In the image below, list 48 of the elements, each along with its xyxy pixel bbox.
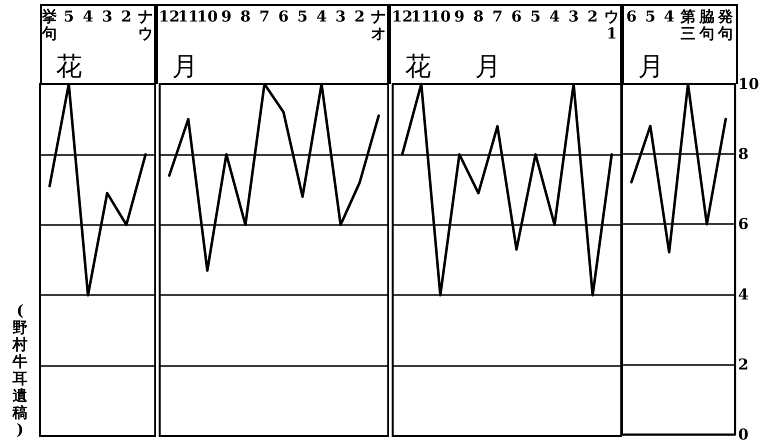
x-tick-label: 5 [298, 8, 308, 26]
x-tick-label: 6 [626, 8, 636, 26]
x-tick-label: 10 [197, 8, 218, 26]
y-tick-label: 8 [738, 145, 748, 164]
x-tick-label: 10 [430, 8, 451, 26]
x-tick-label: 2 [121, 8, 132, 26]
text: 月 [172, 52, 198, 82]
x-tick-label: 11 [178, 8, 200, 26]
x-tick-label: 挙句 [41, 8, 58, 42]
y-axis-title: (野村牛耳遺稿) [12, 302, 28, 438]
x-tick-label: 8 [240, 8, 251, 26]
x-tick-label: 7 [492, 8, 503, 26]
x-tick-label: 12 [392, 8, 413, 26]
x-tick-label: 発句 [716, 8, 733, 42]
x-tick-label: 6 [511, 8, 522, 26]
text: 月 [475, 52, 501, 82]
x-tick-label: 7 [260, 8, 270, 26]
x-tick-label: 11 [410, 8, 432, 26]
x-tick-label: 4 [549, 8, 560, 26]
x-tick-label: 3 [102, 8, 112, 26]
x-tick-label: 2 [587, 8, 598, 26]
x-tick-label: 9 [221, 8, 232, 26]
x-tick-label: 12 [159, 8, 180, 26]
x-tick-label: 5 [644, 8, 656, 26]
y-tick-label: 10 [738, 75, 759, 93]
text: 月 [638, 52, 664, 82]
x-tick-label: 第三 [679, 8, 696, 42]
x-tick-label: ナオ [372, 8, 387, 42]
y-tick-label: 6 [738, 215, 748, 234]
y-tick-label: 2 [738, 355, 748, 374]
x-tick-label: 9 [454, 8, 465, 26]
x-tick-label: 2 [354, 8, 366, 26]
y-tick-label: 0 [738, 426, 748, 442]
x-tick-label: 6 [278, 8, 290, 26]
x-tick-label: ナウ [138, 8, 154, 42]
x-tick-label: 5 [530, 8, 541, 26]
x-tick-label: ウ1 [604, 8, 620, 42]
x-tick-label: 4 [664, 8, 674, 26]
text: 花 [405, 52, 431, 82]
text: 花 [56, 52, 82, 82]
x-tick-label: 5 [64, 8, 74, 26]
y-tick-label: 4 [738, 285, 748, 304]
x-tick-label: 3 [336, 8, 346, 26]
x-tick-label: 3 [568, 8, 579, 26]
x-tick-label: 脇句 [698, 8, 714, 42]
x-tick-label: 4 [316, 8, 328, 26]
x-tick-label: 4 [82, 8, 94, 26]
x-tick-label: 8 [473, 8, 484, 26]
